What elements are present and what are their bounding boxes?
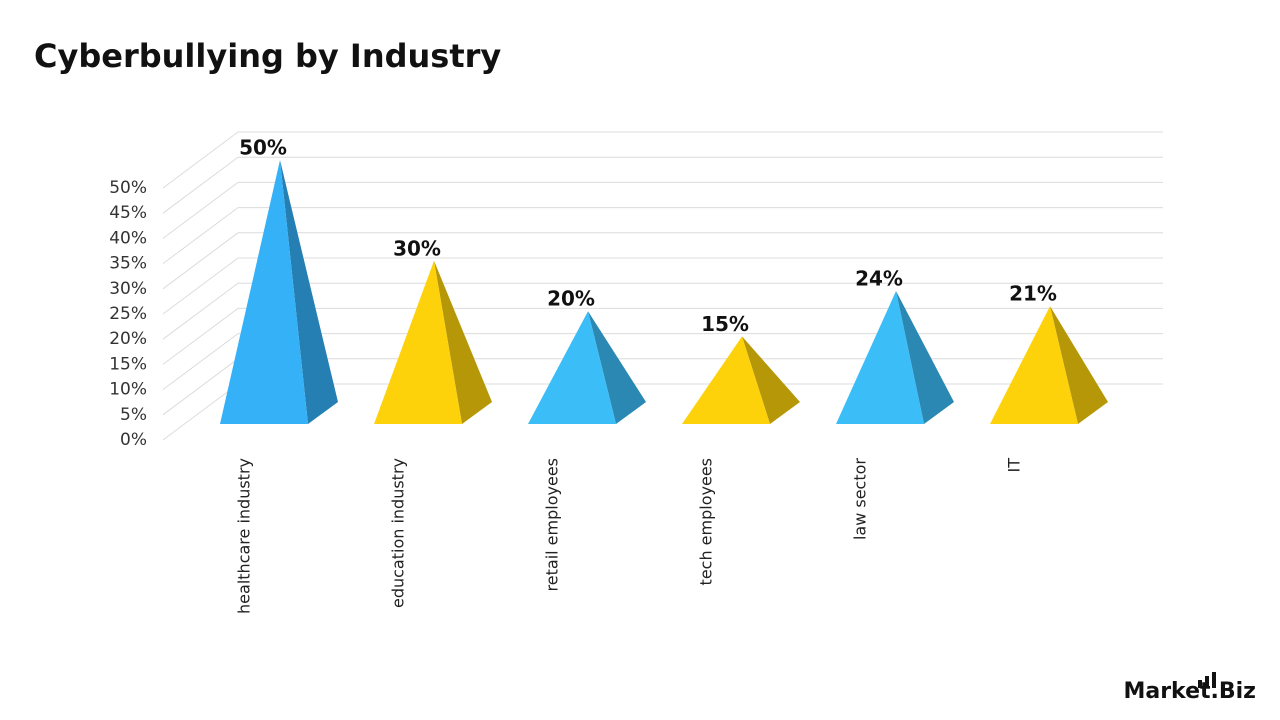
x-tick-label: education industry xyxy=(389,458,408,608)
x-tick-label: healthcare industry xyxy=(235,458,254,614)
grid-line xyxy=(162,282,1163,340)
x-tick-label: tech employees xyxy=(697,458,716,585)
y-tick-label: 35% xyxy=(109,254,147,274)
pyramid-front xyxy=(990,306,1078,424)
value-label: 50% xyxy=(239,136,287,160)
x-tick-label: law sector xyxy=(851,458,870,540)
value-label: 15% xyxy=(701,312,749,336)
pyramid-front xyxy=(682,336,770,424)
grid-line xyxy=(162,307,1163,365)
value-label: 20% xyxy=(547,287,595,311)
grid-line xyxy=(162,333,1163,391)
logo-bar xyxy=(1212,672,1216,688)
grid-line xyxy=(162,257,1163,315)
pyramid-side xyxy=(742,336,800,424)
brand-name: Market.Biz xyxy=(1123,679,1256,704)
y-tick-label: 25% xyxy=(109,304,147,324)
grid-line xyxy=(162,207,1163,265)
chart-title: Cyberbullying by Industry xyxy=(34,37,501,75)
y-tick-label: 45% xyxy=(109,203,147,223)
pyramid-side xyxy=(896,291,954,424)
pyramid-side xyxy=(1050,306,1108,424)
pyramid-front xyxy=(528,311,616,424)
pyramid-front xyxy=(836,291,924,424)
pyramid-side xyxy=(434,260,492,424)
x-tick-label: retail employees xyxy=(543,458,562,591)
grid-line xyxy=(162,232,1163,290)
logo-bar xyxy=(1198,680,1202,688)
y-tick-label: 40% xyxy=(109,228,147,248)
value-label: 21% xyxy=(1009,282,1057,306)
y-tick-label: 50% xyxy=(109,178,147,198)
x-tick-label: IT xyxy=(1005,458,1024,473)
pyramid-front xyxy=(374,260,462,424)
logo-bar xyxy=(1205,676,1209,688)
y-tick-label: 0% xyxy=(120,430,147,450)
y-tick-label: 15% xyxy=(109,354,147,374)
y-tick-label: 30% xyxy=(109,279,147,299)
pyramid-side xyxy=(588,311,646,424)
grid-line xyxy=(162,181,1163,239)
pyramid-front xyxy=(220,160,308,424)
y-tick-label: 10% xyxy=(109,380,147,400)
pyramid-side xyxy=(280,160,338,424)
grid-line xyxy=(162,156,1163,214)
y-tick-label: 20% xyxy=(109,329,147,349)
value-label: 30% xyxy=(393,236,441,260)
brand-logo: Market.Biz xyxy=(1123,672,1256,704)
value-label: 24% xyxy=(855,267,903,291)
grid-line xyxy=(162,131,1163,189)
y-tick-label: 5% xyxy=(120,405,147,425)
